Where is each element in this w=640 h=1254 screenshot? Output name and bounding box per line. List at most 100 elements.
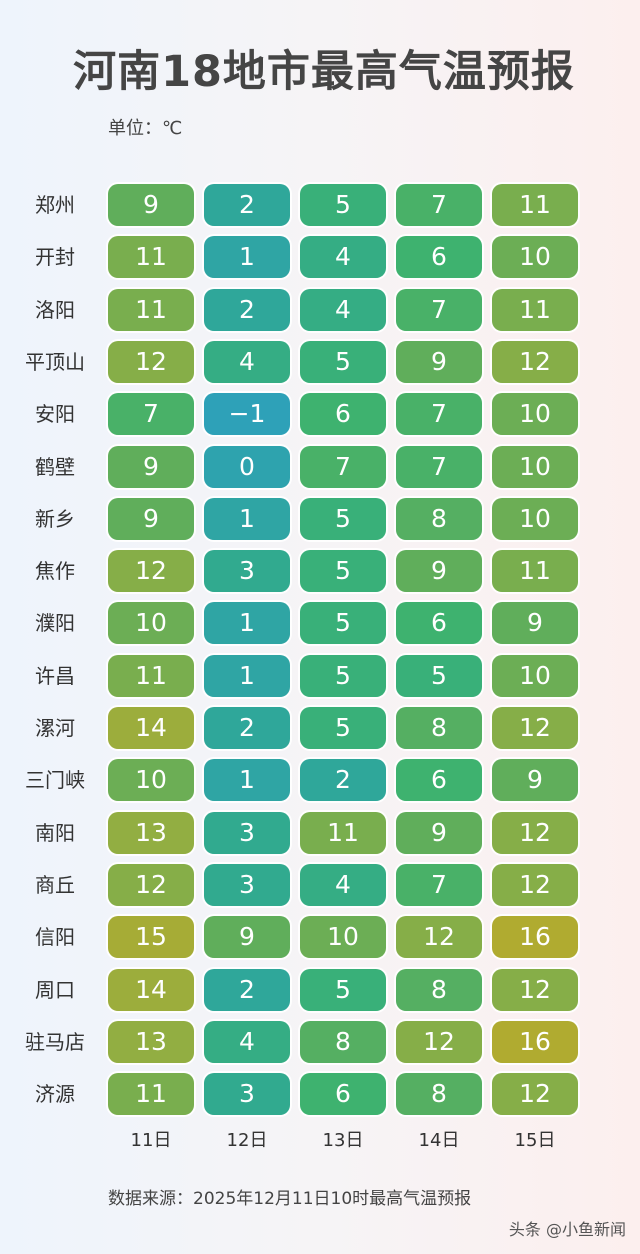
- city-label: 鹤壁: [35, 455, 75, 479]
- temperature-cell: 3: [204, 1073, 290, 1115]
- city-label: 周口: [35, 978, 75, 1002]
- temperature-cell: 3: [204, 550, 290, 592]
- city-label: 新乡: [35, 507, 75, 531]
- temperature-cell: 5: [300, 602, 386, 644]
- city-label: 郑州: [35, 193, 75, 217]
- temperature-cell: 4: [300, 289, 386, 331]
- temperature-cell: 5: [300, 655, 386, 697]
- date-label: 15日: [514, 1130, 556, 1151]
- temperature-cell: 12: [108, 864, 194, 906]
- temperature-cell: 7: [396, 393, 482, 435]
- temperature-cell: 11: [108, 289, 194, 331]
- temperature-cell: 12: [108, 341, 194, 383]
- temperature-cell: 2: [300, 759, 386, 801]
- temperature-cell: 10: [492, 446, 578, 488]
- city-label: 信阳: [35, 925, 75, 949]
- temperature-cell: 2: [204, 707, 290, 749]
- temperature-cell: 13: [108, 812, 194, 854]
- city-label: 平顶山: [25, 350, 85, 374]
- temperature-cell: 9: [396, 812, 482, 854]
- temperature-cell: 10: [300, 916, 386, 958]
- temperature-cell: 9: [396, 341, 482, 383]
- city-label: 焦作: [35, 559, 75, 583]
- temperature-cell: 1: [204, 236, 290, 278]
- city-label: 许昌: [35, 664, 75, 688]
- temperature-cell: 11: [300, 812, 386, 854]
- temperature-cell: 10: [492, 236, 578, 278]
- temperature-cell: 16: [492, 916, 578, 958]
- temperature-cell: 5: [300, 550, 386, 592]
- temperature-cell: 1: [204, 602, 290, 644]
- temperature-cell: 14: [108, 969, 194, 1011]
- city-label: 漯河: [35, 716, 75, 740]
- city-label: 南阳: [35, 821, 75, 845]
- temperature-cell: 7: [396, 446, 482, 488]
- date-label: 13日: [322, 1130, 364, 1151]
- temperature-cell: 5: [300, 498, 386, 540]
- temperature-cell: 16: [492, 1021, 578, 1063]
- temperature-cell: 12: [108, 550, 194, 592]
- temperature-cell: 10: [108, 602, 194, 644]
- temperature-cell: 12: [396, 1021, 482, 1063]
- temperature-cell: 5: [300, 707, 386, 749]
- city-label: 濮阳: [35, 611, 75, 635]
- data-source: 数据来源：2025年12月11日10时最高气温预报: [108, 1189, 472, 1209]
- temperature-cell: 5: [396, 655, 482, 697]
- temperature-cell: 6: [396, 236, 482, 278]
- temperature-cell: 10: [108, 759, 194, 801]
- temperature-cell: 5: [300, 969, 386, 1011]
- temperature-cell: 5: [300, 341, 386, 383]
- temperature-cell: 9: [492, 602, 578, 644]
- temperature-cell: 7: [300, 446, 386, 488]
- temperature-cell: 13: [108, 1021, 194, 1063]
- date-label: 14日: [418, 1130, 460, 1151]
- temperature-cell: 7: [396, 289, 482, 331]
- temperature-cell: 12: [492, 812, 578, 854]
- temperature-cell: 11: [108, 236, 194, 278]
- temperature-cell: 7: [108, 393, 194, 435]
- temperature-cell: 11: [108, 1073, 194, 1115]
- temperature-cell: 14: [108, 707, 194, 749]
- temperature-cell: 11: [492, 550, 578, 592]
- temperature-cell: 10: [492, 498, 578, 540]
- city-label: 商丘: [35, 873, 75, 897]
- temperature-cell: 10: [492, 393, 578, 435]
- date-label: 12日: [226, 1130, 268, 1151]
- temperature-cell: 10: [492, 655, 578, 697]
- city-label: 驻马店: [25, 1030, 85, 1054]
- city-label: 开封: [35, 245, 75, 269]
- temperature-cell: 12: [492, 864, 578, 906]
- temperature-cell: 11: [492, 289, 578, 331]
- city-label: 安阳: [35, 402, 75, 426]
- temperature-cell: 12: [492, 707, 578, 749]
- temperature-cell: 9: [396, 550, 482, 592]
- temperature-cell: 9: [108, 498, 194, 540]
- temperature-cell: 5: [300, 184, 386, 226]
- temperature-cell: 2: [204, 184, 290, 226]
- temperature-cell: 4: [204, 1021, 290, 1063]
- temperature-cell: 12: [492, 1073, 578, 1115]
- temperature-cell: 2: [204, 969, 290, 1011]
- temperature-cell: 12: [396, 916, 482, 958]
- temperature-cell: 12: [492, 969, 578, 1011]
- city-label: 三门峡: [25, 768, 85, 792]
- temperature-cell: 4: [300, 864, 386, 906]
- temperature-cell: 4: [300, 236, 386, 278]
- temperature-cell: 6: [300, 1073, 386, 1115]
- watermark: 头条 @小鱼新闻: [508, 1220, 626, 1239]
- temperature-cell: −1: [204, 393, 290, 435]
- temperature-cell: 7: [396, 864, 482, 906]
- temperature-cell: 8: [396, 498, 482, 540]
- temperature-cell: 1: [204, 498, 290, 540]
- temperature-cell: 15: [108, 916, 194, 958]
- temperature-cell: 6: [300, 393, 386, 435]
- date-label: 11日: [130, 1130, 172, 1151]
- temperature-cell: 3: [204, 864, 290, 906]
- temperature-cell: 9: [204, 916, 290, 958]
- temperature-cell: 4: [204, 341, 290, 383]
- temperature-cell: 6: [396, 602, 482, 644]
- temperature-cell: 9: [108, 184, 194, 226]
- temperature-cell: 3: [204, 812, 290, 854]
- temperature-cell: 12: [492, 341, 578, 383]
